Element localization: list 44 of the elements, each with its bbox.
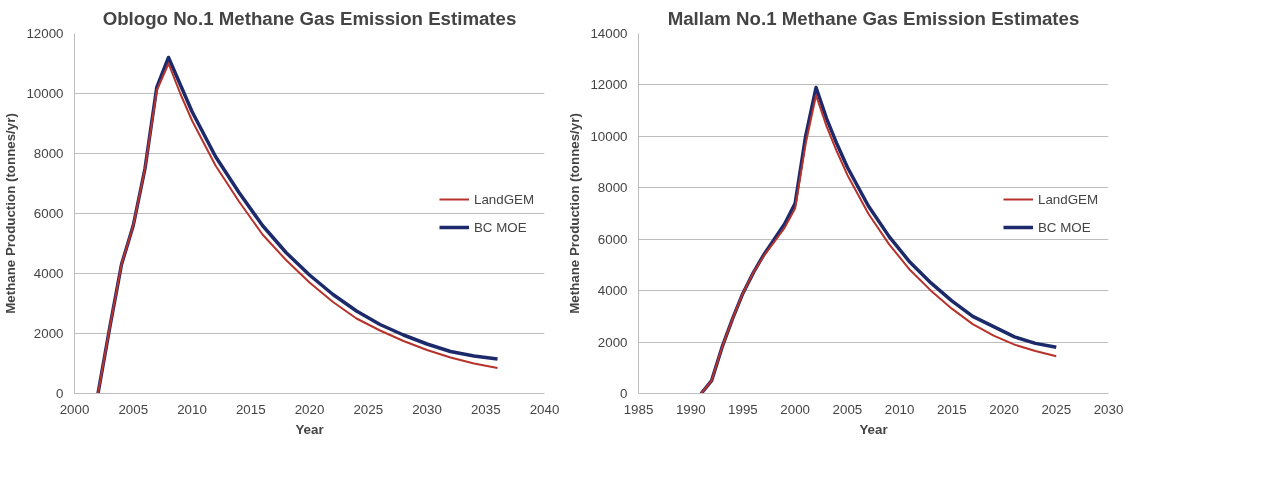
legend-label: LandGEM [473,191,534,207]
y-tick-label: 4000 [597,283,628,299]
x-tick-label: 2020 [294,401,325,417]
y-tick-label: 0 [56,386,64,401]
y-tick-label: 14000 [590,26,628,41]
legend-label: BC MOE [473,219,527,235]
x-tick-label: 2015 [235,401,266,417]
y-tick-label: 12000 [590,77,628,93]
y-tick-label: 6000 [597,231,628,247]
y-tick-label: 8000 [597,180,628,196]
x-tick-label: 2025 [1041,401,1072,417]
x-tick-label: 2010 [884,401,915,417]
legend-label: BC MOE [1037,219,1091,235]
y-tick-label: 12000 [26,26,64,41]
x-tick-label: 2005 [832,401,863,417]
y-tick-label: 2000 [33,326,64,341]
x-tick-label: 2000 [59,401,90,417]
y-tick-label: 2000 [597,334,628,350]
x-tick-label: 1990 [675,401,706,417]
y-axis-title: Methane Production (tonnes/yr) [3,113,19,314]
chart-title: Mallam No.1 Methane Gas Emission Estimates [667,7,1080,29]
y-tick-label: 10000 [26,86,64,101]
x-axis-title: Year [295,421,324,437]
y-tick-label: 10000 [590,128,628,144]
x-tick-label: 2040 [529,401,560,417]
y-tick-label: 0 [620,386,628,401]
x-tick-label: 2025 [353,401,384,417]
x-tick-label: 2030 [412,401,442,417]
x-tick-label: 1995 [728,401,758,417]
y-tick-label: 4000 [33,266,64,281]
x-tick-label: 2035 [470,401,501,417]
x-axis-title: Year [859,421,888,437]
x-tick-label: 2010 [177,401,207,417]
y-axis-title: Methane Production (tonnes/yr) [567,113,583,314]
x-tick-label: 2020 [989,401,1019,417]
chart-title: Oblogo No.1 Methane Gas Emission Estimates [102,7,517,29]
y-tick-label: 8000 [33,146,64,161]
x-tick-label: 2015 [937,401,967,417]
legend-label: LandGEM [1037,191,1098,207]
x-tick-label: 1985 [623,401,654,417]
y-tick-label: 6000 [33,206,64,221]
x-tick-label: 2030 [1093,401,1124,417]
x-tick-label: 2000 [780,401,810,417]
x-tick-label: 2005 [118,401,149,417]
